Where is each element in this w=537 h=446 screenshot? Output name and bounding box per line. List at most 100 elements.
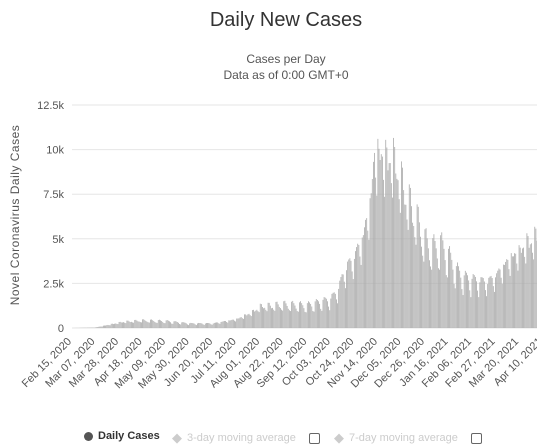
daily-case-bar[interactable]: [135, 319, 137, 328]
daily-case-bar[interactable]: [312, 311, 314, 328]
daily-case-bar[interactable]: [273, 309, 275, 328]
daily-case-bar[interactable]: [142, 319, 143, 328]
daily-case-bar[interactable]: [128, 321, 130, 328]
daily-case-bar[interactable]: [240, 317, 242, 328]
daily-case-bar[interactable]: [394, 146, 396, 328]
daily-case-bar[interactable]: [260, 304, 262, 328]
daily-case-bar[interactable]: [231, 319, 233, 328]
daily-case-bar[interactable]: [368, 239, 370, 328]
daily-case-bar[interactable]: [315, 299, 317, 328]
daily-case-bar[interactable]: [195, 325, 197, 328]
daily-case-bar[interactable]: [306, 303, 308, 328]
daily-case-bar[interactable]: [282, 310, 284, 328]
daily-case-bar[interactable]: [451, 259, 453, 328]
daily-case-bar[interactable]: [107, 324, 109, 328]
daily-case-bar[interactable]: [188, 325, 189, 328]
daily-case-bar[interactable]: [141, 322, 142, 328]
daily-case-bar[interactable]: [139, 322, 141, 328]
daily-case-bar[interactable]: [296, 311, 298, 328]
daily-case-bar[interactable]: [322, 299, 324, 328]
daily-case-bar[interactable]: [170, 322, 172, 328]
daily-case-bar[interactable]: [165, 320, 167, 328]
daily-case-bar[interactable]: [443, 248, 445, 328]
daily-case-bar[interactable]: [173, 321, 175, 328]
daily-case-bar[interactable]: [257, 311, 259, 328]
daily-case-bar[interactable]: [187, 324, 188, 328]
daily-case-bar[interactable]: [217, 322, 219, 328]
daily-case-bar[interactable]: [535, 228, 537, 328]
daily-case-bar[interactable]: [175, 321, 177, 328]
daily-case-bar[interactable]: [477, 290, 479, 328]
daily-case-bar[interactable]: [407, 229, 409, 328]
daily-case-bar[interactable]: [444, 260, 446, 328]
daily-case-bar[interactable]: [488, 277, 490, 328]
daily-case-bar[interactable]: [383, 179, 384, 328]
daily-case-bar[interactable]: [453, 283, 455, 328]
daily-case-bar[interactable]: [371, 179, 373, 328]
daily-case-bar[interactable]: [534, 226, 536, 328]
daily-case-bar[interactable]: [430, 266, 431, 328]
daily-case-bar[interactable]: [151, 319, 152, 328]
daily-case-bar[interactable]: [343, 281, 345, 328]
daily-case-bar[interactable]: [126, 320, 128, 328]
daily-case-bar[interactable]: [235, 321, 236, 328]
daily-case-bar[interactable]: [518, 245, 520, 328]
daily-case-bar[interactable]: [158, 319, 160, 328]
daily-case-bar[interactable]: [157, 320, 159, 328]
daily-case-bar[interactable]: [426, 238, 428, 328]
daily-case-bar[interactable]: [193, 323, 195, 328]
daily-case-bar[interactable]: [229, 320, 231, 328]
daily-case-bar[interactable]: [356, 247, 358, 328]
daily-case-bar[interactable]: [285, 303, 287, 328]
daily-case-bar[interactable]: [341, 274, 343, 328]
daily-case-bar[interactable]: [514, 253, 515, 328]
daily-case-bar[interactable]: [468, 280, 470, 328]
daily-case-bar[interactable]: [492, 286, 494, 328]
daily-case-bar[interactable]: [144, 320, 146, 328]
daily-case-bar[interactable]: [421, 246, 422, 328]
daily-case-bar[interactable]: [414, 237, 416, 328]
daily-case-bar[interactable]: [133, 322, 135, 328]
daily-case-bar[interactable]: [516, 263, 518, 328]
daily-case-bar[interactable]: [160, 320, 161, 328]
daily-case-bar[interactable]: [309, 302, 310, 328]
daily-case-bar[interactable]: [510, 253, 512, 328]
daily-case-bar[interactable]: [348, 259, 350, 328]
daily-case-bar[interactable]: [487, 284, 489, 328]
daily-case-bar[interactable]: [162, 321, 164, 328]
daily-case-bar[interactable]: [220, 321, 222, 328]
daily-case-bar[interactable]: [111, 323, 113, 328]
daily-case-bar[interactable]: [281, 309, 282, 328]
daily-case-bar[interactable]: [297, 311, 299, 328]
daily-case-bar[interactable]: [180, 324, 182, 328]
daily-case-bar[interactable]: [198, 322, 200, 328]
daily-case-bar[interactable]: [330, 298, 332, 328]
daily-case-bar[interactable]: [292, 300, 294, 328]
daily-case-bar[interactable]: [100, 326, 102, 328]
daily-case-bar[interactable]: [115, 323, 117, 328]
daily-case-bar[interactable]: [381, 156, 383, 328]
daily-case-bar[interactable]: [369, 198, 371, 328]
daily-case-bar[interactable]: [266, 311, 268, 328]
daily-case-bar[interactable]: [98, 326, 100, 328]
daily-case-bar[interactable]: [106, 325, 108, 328]
daily-case-bar[interactable]: [533, 259, 535, 328]
daily-case-bar[interactable]: [532, 252, 533, 328]
daily-case-bar[interactable]: [450, 252, 452, 328]
daily-case-bar[interactable]: [102, 325, 104, 328]
daily-case-bar[interactable]: [427, 248, 429, 328]
daily-case-bar[interactable]: [423, 261, 425, 328]
daily-case-bar[interactable]: [219, 323, 221, 328]
daily-case-bar[interactable]: [515, 253, 517, 328]
daily-case-bar[interactable]: [378, 148, 380, 328]
daily-case-bar[interactable]: [105, 325, 107, 328]
daily-case-bar[interactable]: [338, 288, 340, 328]
legend-item-7-day-average[interactable]: ◆ 7-day moving average: [334, 430, 482, 446]
daily-case-bar[interactable]: [183, 322, 185, 328]
daily-case-bar[interactable]: [342, 274, 344, 328]
daily-case-bar[interactable]: [418, 222, 420, 328]
daily-case-bar[interactable]: [525, 263, 527, 328]
daily-case-bar[interactable]: [460, 277, 462, 328]
daily-case-bar[interactable]: [323, 297, 325, 328]
daily-case-bar[interactable]: [433, 234, 435, 328]
